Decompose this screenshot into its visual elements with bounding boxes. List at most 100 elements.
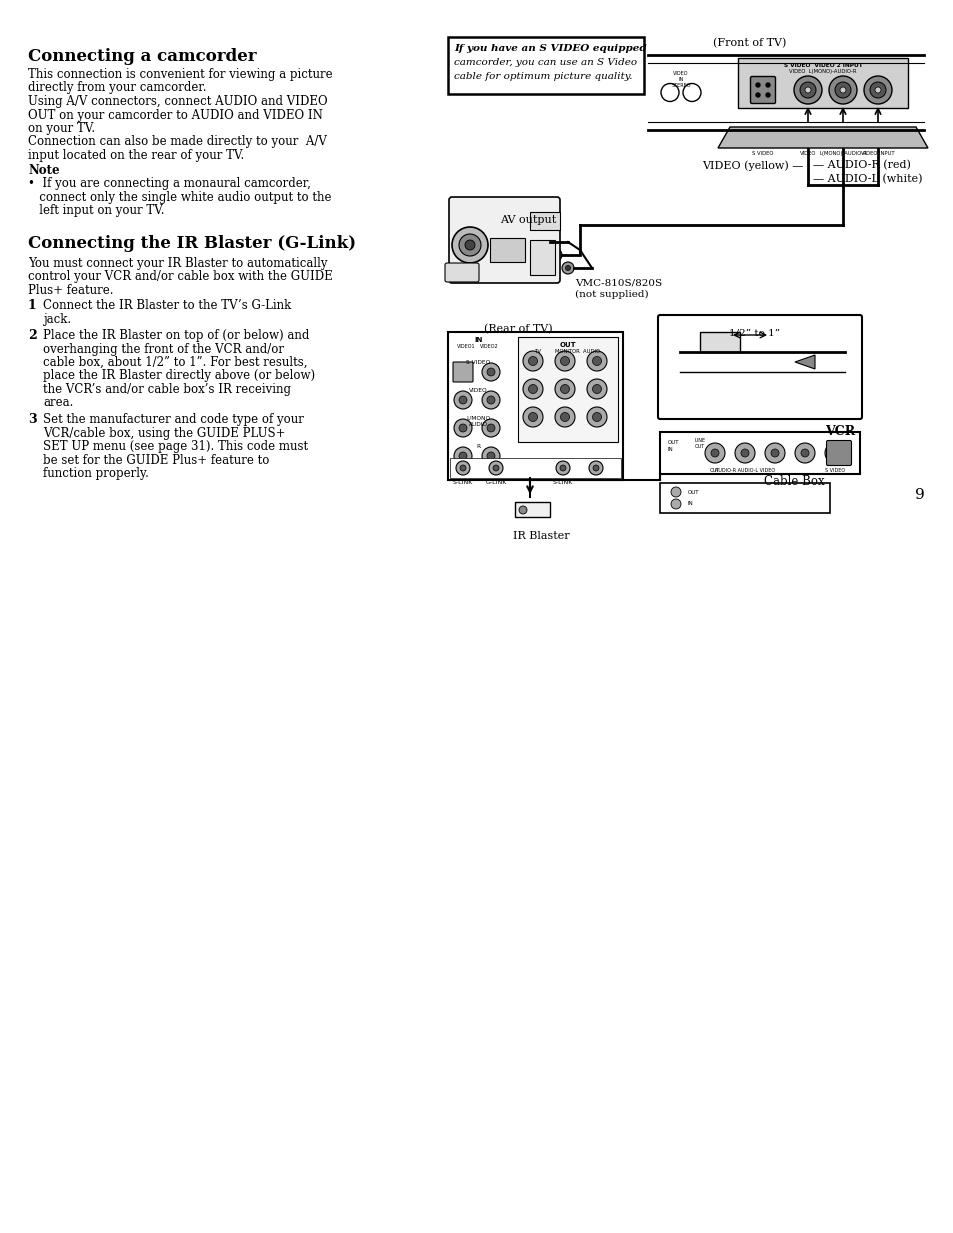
Text: OUT: OUT: [667, 440, 679, 445]
Text: (not supplied): (not supplied): [575, 290, 648, 300]
Circle shape: [456, 461, 470, 475]
Text: Place the IR Blaster on top of (or below) and: Place the IR Blaster on top of (or below…: [43, 329, 309, 342]
Text: 9: 9: [914, 488, 924, 502]
Text: VIDEO (yellow) —: VIDEO (yellow) —: [700, 160, 802, 170]
Text: function properly.: function properly.: [43, 467, 149, 480]
Text: Connect the IR Blaster to the TV’s G-Link: Connect the IR Blaster to the TV’s G-Lin…: [43, 298, 291, 312]
Text: Using A/V connectors, connect AUDIO and VIDEO: Using A/V connectors, connect AUDIO and …: [28, 95, 327, 109]
Text: cable for optimum picture quality.: cable for optimum picture quality.: [454, 72, 632, 81]
Text: input located on the rear of your TV.: input located on the rear of your TV.: [28, 149, 244, 162]
Circle shape: [518, 506, 526, 514]
Text: left input on your TV.: left input on your TV.: [28, 203, 164, 217]
Circle shape: [458, 424, 467, 432]
FancyBboxPatch shape: [444, 263, 478, 282]
Circle shape: [755, 83, 760, 88]
Circle shape: [874, 88, 880, 92]
Text: S-LINK: S-LINK: [453, 480, 473, 485]
Text: S-LINK: S-LINK: [553, 480, 573, 485]
Text: (Rear of TV): (Rear of TV): [483, 324, 552, 334]
Text: place the IR Blaster directly above (or below): place the IR Blaster directly above (or …: [43, 370, 314, 382]
Circle shape: [458, 234, 480, 256]
FancyBboxPatch shape: [658, 314, 862, 419]
Bar: [530, 240, 555, 275]
Circle shape: [755, 92, 760, 97]
Bar: [490, 238, 524, 261]
FancyBboxPatch shape: [453, 363, 473, 382]
Circle shape: [481, 419, 499, 436]
Text: You must connect your IR Blaster to automatically: You must connect your IR Blaster to auto…: [28, 256, 327, 270]
Circle shape: [481, 391, 499, 409]
Text: •  If you are connecting a monaural camcorder,: • If you are connecting a monaural camco…: [28, 178, 311, 190]
Circle shape: [528, 356, 537, 365]
Circle shape: [481, 448, 499, 465]
Text: VIDEO2: VIDEO2: [479, 344, 497, 349]
FancyBboxPatch shape: [825, 440, 851, 466]
Circle shape: [586, 407, 606, 427]
Text: 1/2” to 1”: 1/2” to 1”: [729, 329, 780, 338]
Text: 3: 3: [28, 413, 36, 425]
Circle shape: [556, 461, 569, 475]
Text: overhanging the front of the VCR and/or: overhanging the front of the VCR and/or: [43, 343, 284, 355]
Text: OUT: OUT: [709, 469, 720, 473]
Circle shape: [704, 443, 724, 464]
Text: jack.: jack.: [43, 312, 71, 326]
Circle shape: [560, 356, 569, 365]
Circle shape: [486, 396, 495, 404]
Text: If you have an S VIDEO equipped: If you have an S VIDEO equipped: [454, 44, 646, 53]
Circle shape: [486, 367, 495, 376]
Text: OUT on your camcorder to AUDIO and VIDEO IN: OUT on your camcorder to AUDIO and VIDEO…: [28, 109, 322, 122]
Text: cable box, about 1/2” to 1”. For best results,: cable box, about 1/2” to 1”. For best re…: [43, 356, 307, 369]
Polygon shape: [718, 127, 927, 148]
Text: 1: 1: [28, 298, 37, 312]
Text: IN: IN: [474, 337, 482, 343]
Circle shape: [452, 227, 488, 263]
Circle shape: [481, 363, 499, 381]
Text: S VIDEO: S VIDEO: [824, 469, 844, 473]
Circle shape: [770, 449, 779, 457]
Text: on your TV.: on your TV.: [28, 122, 95, 134]
Text: OUT: OUT: [559, 342, 576, 348]
Circle shape: [454, 448, 472, 465]
Circle shape: [800, 83, 815, 97]
Bar: [448, 37, 643, 94]
Text: control your VCR and/or cable box with the GUIDE: control your VCR and/or cable box with t…: [28, 270, 333, 284]
Bar: [448, 332, 622, 480]
Text: MONITOR  AUDIO: MONITOR AUDIO: [555, 349, 599, 354]
Circle shape: [486, 453, 495, 460]
Text: camcorder, you can use an S Video: camcorder, you can use an S Video: [454, 58, 637, 67]
Bar: [738, 58, 907, 109]
Circle shape: [454, 391, 472, 409]
Text: S VIDEO: S VIDEO: [752, 150, 773, 157]
Circle shape: [869, 83, 885, 97]
Circle shape: [522, 379, 542, 399]
Text: R: R: [476, 444, 480, 449]
Text: Cable Box: Cable Box: [763, 475, 824, 488]
Text: L(MONO)-AUDIO-R: L(MONO)-AUDIO-R: [819, 150, 866, 157]
Circle shape: [586, 351, 606, 371]
Text: IR Blaster: IR Blaster: [513, 531, 569, 541]
Circle shape: [489, 461, 502, 475]
Text: — AUDIO-L (white): — AUDIO-L (white): [812, 174, 922, 184]
Bar: [450, 457, 620, 478]
Circle shape: [834, 83, 850, 97]
Text: G-LINK: G-LINK: [485, 480, 507, 485]
Circle shape: [660, 84, 679, 101]
Circle shape: [559, 465, 565, 471]
Text: S VIDEO: S VIDEO: [466, 360, 490, 365]
Text: Set the manufacturer and code type of your: Set the manufacturer and code type of yo…: [43, 413, 304, 425]
Circle shape: [793, 76, 821, 104]
Text: STEREO: STEREO: [671, 83, 690, 88]
Text: the VCR’s and/or cable box’s IR receiving: the VCR’s and/or cable box’s IR receivin…: [43, 383, 291, 396]
Text: IN: IN: [667, 448, 673, 453]
Circle shape: [670, 487, 680, 497]
Circle shape: [565, 265, 570, 270]
Text: Connecting the IR Blaster (G-Link): Connecting the IR Blaster (G-Link): [28, 236, 355, 253]
Circle shape: [734, 443, 754, 464]
Text: Connection can also be made directly to your  A/V: Connection can also be made directly to …: [28, 136, 327, 148]
Text: VIDEO: VIDEO: [469, 388, 487, 393]
Text: VIDEO  L(MONO)-AUDIO-R: VIDEO L(MONO)-AUDIO-R: [788, 69, 856, 74]
Circle shape: [840, 88, 845, 92]
Bar: [659, 432, 859, 473]
Circle shape: [824, 443, 844, 464]
Circle shape: [682, 84, 700, 101]
